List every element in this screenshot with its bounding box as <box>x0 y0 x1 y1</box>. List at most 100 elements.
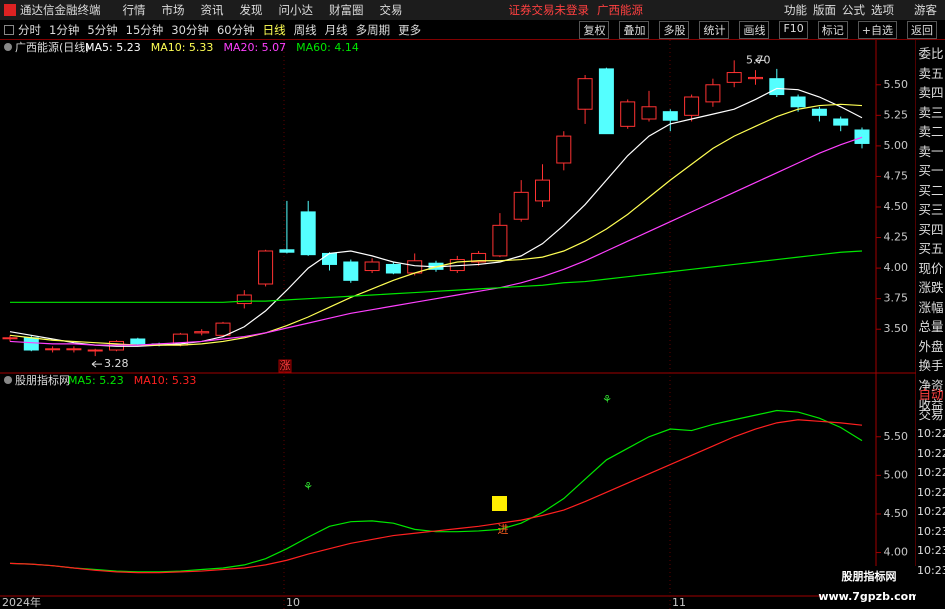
tool-button[interactable]: F10 <box>779 20 808 39</box>
quote-panel: 委比 卖五 卖四 卖三 卖二 卖一 买一 买二 买三 买四 买五 现价 涨跌 涨幅 总量 外盘 换手 净资 收益 <box>917 44 945 415</box>
line-series <box>9 87 863 347</box>
menu-item[interactable]: 资讯 <box>200 3 224 17</box>
quote-label: 买一 <box>918 163 944 178</box>
period-tab[interactable]: 60分钟 <box>216 22 255 37</box>
candle-body <box>236 294 252 305</box>
quote-label: 换手 <box>918 358 944 373</box>
candle-body <box>726 72 742 83</box>
menu-item[interactable]: 游客 <box>914 3 937 17</box>
y-tick-label: 5.50 <box>884 78 909 91</box>
watermark: 股朋指标网 <box>842 569 897 583</box>
tool-button[interactable]: 多股 <box>659 20 690 39</box>
candle-body <box>535 179 550 202</box>
quote-label: 外盘 <box>918 338 944 354</box>
legend-icon <box>4 376 12 384</box>
quote-label: 买四 <box>918 221 944 237</box>
period-tab[interactable]: 月线 <box>324 22 348 37</box>
toggle[interactable] <box>4 24 14 35</box>
y-tick-label: 4.00 <box>884 261 909 274</box>
tool-button[interactable]: 复权 <box>579 20 610 39</box>
menu-item[interactable]: 发现 <box>239 3 263 17</box>
quote-label: 卖五 <box>918 65 944 81</box>
annotation-arrow <box>91 360 102 368</box>
candle-body <box>300 211 316 256</box>
quote-label: 净资 <box>918 377 944 393</box>
legend-entry: MA5: 5.23 <box>85 41 141 54</box>
quote-label: 现价 <box>918 260 944 276</box>
annotation-arrow <box>755 56 766 64</box>
legend-entry: MA5: 5.23 <box>68 374 124 387</box>
period-tab[interactable]: 5分钟 <box>87 22 118 37</box>
trade-time: 10:23 <box>917 524 945 538</box>
candle-body <box>833 118 849 126</box>
signal-icon: ⚘ <box>303 480 313 493</box>
menu-item[interactable]: 交易 <box>379 3 403 17</box>
signal-label: 涨 <box>280 359 291 372</box>
y-tick-label: 5.00 <box>884 139 909 152</box>
period-tab[interactable]: 15分钟 <box>125 22 164 37</box>
period-tab[interactable]: 周线 <box>293 22 317 37</box>
candle-body <box>23 337 39 351</box>
legend-entry: MA10: 5.33 <box>151 41 214 54</box>
period-tab[interactable]: 1分钟 <box>49 22 80 37</box>
y-tick-label: 5.00 <box>884 468 909 481</box>
candle-body <box>2 337 18 340</box>
trade-time: 10:22 <box>917 466 945 479</box>
tool-button[interactable]: 标记 <box>817 20 848 39</box>
period-tab[interactable]: 30分钟 <box>171 22 209 37</box>
trade-label: 自动 <box>918 387 944 402</box>
menu-item[interactable]: 公式 <box>842 3 865 17</box>
legend-entry: MA10: 5.33 <box>134 374 197 387</box>
candle-body <box>45 348 61 351</box>
app-title: 通达信金融终端 <box>20 3 101 17</box>
quote-label: 总量 <box>918 319 944 334</box>
tool-button[interactable]: 统计 <box>699 20 730 39</box>
period-bar: 分时 1分钟 5分钟 15分钟 30分钟 60分钟 日线 周线 月线 多周期 更多 复权 叠加 多股 统计… <box>0 20 945 40</box>
candle-body <box>215 322 231 336</box>
status-text: 广西能源 <box>597 3 643 17</box>
watermark: www.7gpzb.com <box>818 590 916 603</box>
candle-body <box>66 348 82 351</box>
legend-icon <box>4 43 12 51</box>
candle-body <box>471 252 487 263</box>
menu-item[interactable]: 市场 <box>161 3 185 17</box>
menu-item[interactable]: 功能 <box>784 3 807 17</box>
line-series <box>9 409 863 573</box>
quote-label: 涨幅 <box>918 299 944 315</box>
trade-time: 10:22 <box>917 446 945 460</box>
menu-item[interactable]: 选项 <box>871 3 894 17</box>
y-tick-label: 5.50 <box>884 430 909 443</box>
line-series <box>9 419 863 574</box>
legend-entry: MA20: 5.07 <box>223 41 286 54</box>
period-tab[interactable]: 日线 <box>262 22 286 37</box>
candle-body <box>194 331 210 334</box>
menu-item[interactable]: 版面 <box>813 3 836 17</box>
status-text: 证券交易未登录 <box>508 3 590 17</box>
candle-body <box>279 249 295 253</box>
menu-item[interactable]: 财富圈 <box>329 3 364 17</box>
tool-button[interactable]: 返回 <box>907 20 937 39</box>
menu-bar: 通达信金融终端 行情 市场 资讯 发现 问小达 财富圈 交易 证券交易未登录 广西能源 功能版… <box>0 0 945 20</box>
menu-item[interactable]: 问小达 <box>278 3 314 17</box>
period-tab[interactable]: 多周期 <box>355 22 391 37</box>
tool-button[interactable]: 叠加 <box>619 20 650 39</box>
quote-label: 买三 <box>918 202 944 217</box>
trade-time: 10:23 <box>917 544 945 557</box>
signal-icon: ⚘ <box>602 393 612 406</box>
tool-button[interactable]: 画线 <box>739 20 770 39</box>
candle-body <box>705 84 721 103</box>
x-axis-label: 11 <box>672 596 686 609</box>
menu-item[interactable]: 行情 <box>122 3 146 17</box>
candle-body <box>556 135 572 164</box>
candle-body <box>513 191 529 220</box>
period-tab[interactable]: 更多 <box>398 22 422 37</box>
period-tab[interactable]: 分时 <box>18 22 41 37</box>
candle-body <box>598 68 614 135</box>
candle-body <box>343 261 359 281</box>
candle-body <box>662 111 678 121</box>
quote-label: 卖一 <box>918 143 944 159</box>
tool-button[interactable]: +自选 <box>857 20 897 39</box>
buy-label: 进 <box>498 523 509 536</box>
candle-body <box>769 78 785 96</box>
